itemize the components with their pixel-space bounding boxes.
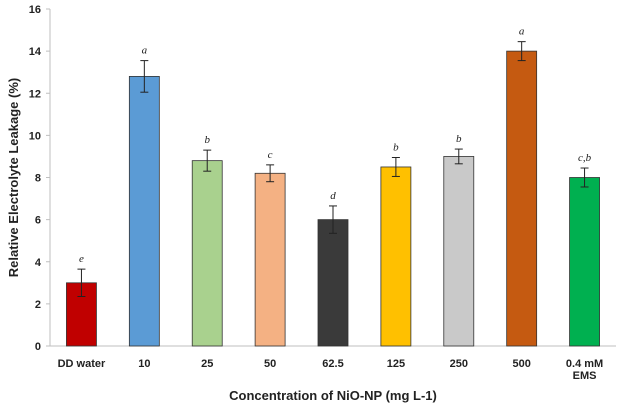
x-tick-label: DD water xyxy=(58,358,106,370)
x-tick-label: 250 xyxy=(450,358,468,370)
significance-labels: e a b c d b b a c,b xyxy=(79,26,592,265)
y-axis-title: Relative Electrolyte Leakage (%) xyxy=(6,78,21,277)
bars xyxy=(66,50,600,347)
error-bars xyxy=(77,41,589,298)
x-tick-label: 25 xyxy=(201,358,213,370)
x-tick-label: 0.4 mM EMS xyxy=(566,358,603,382)
error-bar xyxy=(580,167,589,188)
significance-label: d xyxy=(330,190,336,202)
bar xyxy=(380,166,412,347)
error-bar xyxy=(266,164,275,183)
bar xyxy=(317,219,349,347)
x-tick-label: 500 xyxy=(512,358,530,370)
significance-label: c,b xyxy=(578,152,592,164)
error-bar xyxy=(77,268,86,298)
significance-label: a xyxy=(142,45,148,57)
y-tick-label: 8 xyxy=(35,173,41,185)
significance-label: b xyxy=(204,134,210,146)
significance-label: e xyxy=(79,253,84,265)
error-bar xyxy=(203,149,212,172)
y-tick-label: 10 xyxy=(29,130,41,142)
x-tick-label: 10 xyxy=(138,358,150,370)
error-bar xyxy=(140,60,149,93)
x-tick-label: 125 xyxy=(387,358,405,370)
x-tick-label: 50 xyxy=(264,358,276,370)
y-tick-label: 0 xyxy=(35,341,41,353)
x-tick-label: 62.5 xyxy=(322,358,343,370)
bar xyxy=(191,160,223,347)
y-tick-label: 12 xyxy=(29,88,41,100)
significance-label: b xyxy=(456,133,462,145)
bar xyxy=(254,172,286,347)
y-axis: 0 2 4 6 8 10 12 14 16 xyxy=(29,4,51,353)
y-tick-label: 14 xyxy=(29,46,42,58)
significance-label: b xyxy=(393,141,399,153)
y-tick-label: 2 xyxy=(35,299,41,311)
error-bar xyxy=(517,41,526,62)
error-bar xyxy=(391,156,400,177)
y-tick-label: 4 xyxy=(35,257,42,269)
bar xyxy=(443,156,475,347)
y-tick-label: 16 xyxy=(29,4,41,16)
bar xyxy=(569,177,600,347)
y-tick-label: 6 xyxy=(35,215,41,227)
error-bar xyxy=(454,148,463,165)
significance-label: c xyxy=(268,149,273,161)
significance-label: a xyxy=(519,26,525,38)
x-axis-title: Concentration of NiO-NP (mg L-1) xyxy=(229,388,437,403)
x-axis: DD water 10 25 50 62.5 125 250 500 0.4 mM EMS xyxy=(50,345,616,382)
bar xyxy=(128,76,160,347)
error-bar xyxy=(329,205,337,234)
bar xyxy=(506,50,538,347)
